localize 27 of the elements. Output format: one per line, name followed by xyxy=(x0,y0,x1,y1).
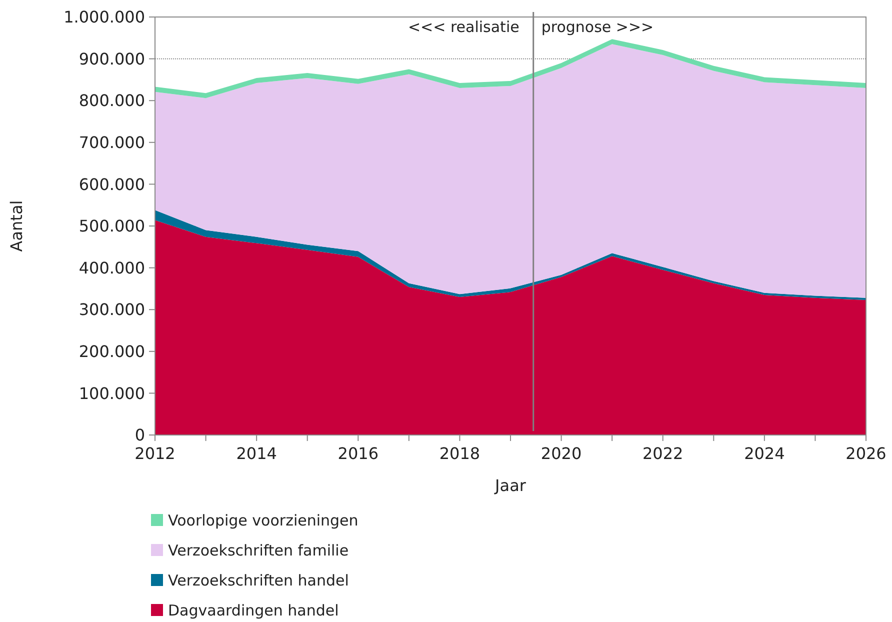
y-tick-label: 400.000 xyxy=(78,258,145,278)
x-tick-label: 2024 xyxy=(744,444,785,463)
x-tick-label: 2018 xyxy=(439,444,480,463)
y-tick-label: 0 xyxy=(134,426,145,445)
x-axis-title: Jaar xyxy=(494,476,526,495)
annotation: <<< realisatie xyxy=(408,18,520,36)
x-tick-label: 2026 xyxy=(846,444,886,463)
y-tick-label: 500.000 xyxy=(78,216,145,236)
x-tick-label: 2016 xyxy=(338,444,378,463)
y-axis-title: Aantal xyxy=(7,200,26,252)
y-tick-label: 800.000 xyxy=(78,91,145,110)
y-tick-label: 900.000 xyxy=(78,49,145,68)
x-tick-label: 2014 xyxy=(236,444,277,463)
legend-label: Dagvaardingen handel xyxy=(168,601,339,620)
legend-label: Voorlopige voorzieningen xyxy=(168,511,358,530)
y-tick-label: 300.000 xyxy=(78,300,145,320)
x-tick-label: 2022 xyxy=(642,444,684,463)
y-tick-label: 100.000 xyxy=(78,384,145,403)
y-tick-label: 200.000 xyxy=(78,342,145,361)
x-tick-label: 2020 xyxy=(540,444,582,463)
x-tick-label: 2012 xyxy=(134,444,176,463)
legend-label: Verzoekschriften handel xyxy=(168,571,349,590)
y-tick-label: 700.000 xyxy=(78,133,145,152)
legend-label: Verzoekschriften familie xyxy=(168,541,349,560)
y-tick-label: 1.000.000 xyxy=(64,8,145,27)
annotation: prognose >>> xyxy=(541,18,654,36)
y-tick-label: 600.000 xyxy=(78,174,145,194)
